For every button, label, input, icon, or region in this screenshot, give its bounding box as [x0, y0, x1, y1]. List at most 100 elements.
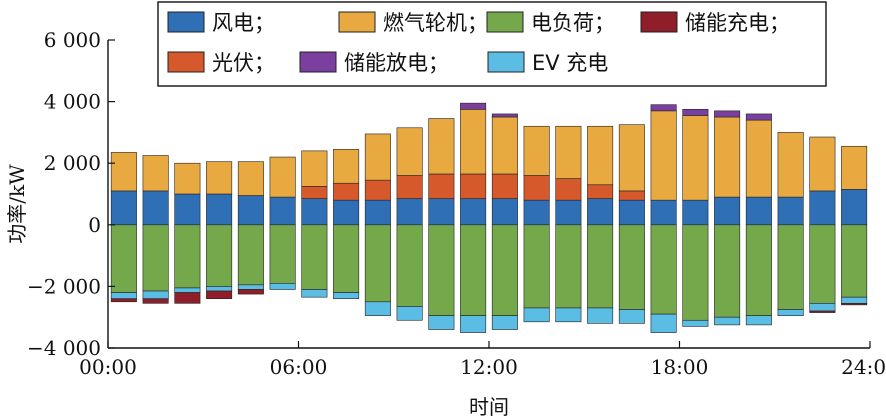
legend-label: 风电； — [212, 11, 275, 35]
legend-swatch — [167, 51, 205, 73]
bar-segment — [682, 109, 709, 116]
bar-segment — [174, 162, 201, 195]
bar-segment — [237, 289, 264, 295]
bar-segment — [142, 155, 169, 192]
bar-segment — [460, 315, 487, 333]
bar-segment — [587, 184, 614, 199]
bar-segment — [333, 199, 360, 226]
y-tick-label: −2 000 — [27, 274, 101, 298]
y-tick-label: −4 000 — [27, 336, 101, 360]
bar-segment — [714, 316, 741, 326]
y-tick-label: 2 000 — [44, 151, 101, 175]
bar-segment — [333, 292, 360, 300]
bar-segment — [841, 296, 868, 304]
bar-segment — [650, 110, 677, 201]
bar-segment — [841, 189, 868, 226]
bar-segment — [460, 224, 487, 316]
bar-segment — [174, 292, 201, 304]
bar-segment — [523, 175, 550, 201]
bar-segment — [142, 224, 169, 292]
bar-segment — [841, 224, 868, 298]
bar-segment — [809, 224, 836, 304]
bar-segment — [396, 127, 423, 176]
bar-segment — [396, 306, 423, 321]
bar-segment — [523, 125, 550, 176]
x-tick-label: 24:00 — [841, 355, 886, 379]
bar-segment — [555, 199, 582, 226]
bar-segment — [301, 150, 328, 187]
legend-label: 燃气轮机； — [383, 11, 488, 35]
y-tick-label: 0 — [88, 213, 101, 237]
bar-segment — [110, 152, 137, 192]
bar-segment — [301, 198, 328, 226]
bar-segment — [587, 307, 614, 324]
bar-segment — [301, 186, 328, 199]
bar-segment — [682, 199, 709, 226]
bar-segment — [555, 224, 582, 309]
bar-segment — [174, 193, 201, 226]
bar-segment — [745, 119, 772, 198]
bar-segment — [809, 303, 836, 312]
bar-segment — [110, 298, 137, 303]
bar-segment — [555, 307, 582, 323]
bar-segment — [269, 156, 296, 198]
bar-segment — [364, 199, 391, 226]
bar-segment — [460, 173, 487, 199]
y-axis-title: 功率/kW — [5, 164, 29, 244]
bar-segment — [650, 104, 677, 112]
bar-segment — [745, 315, 772, 326]
bar-segment — [301, 289, 328, 298]
bar-segment — [460, 109, 487, 175]
bar-segment — [714, 224, 741, 318]
bar-segment — [460, 102, 487, 110]
bar-segment — [206, 224, 233, 287]
bar-segment — [745, 224, 772, 316]
bar-segment — [809, 190, 836, 226]
legend-label: 储能放电； — [344, 51, 449, 75]
bar-segment — [428, 173, 455, 199]
bar-segment — [428, 198, 455, 226]
bar-segment — [301, 224, 328, 290]
bar-segment — [809, 136, 836, 192]
bar-segment — [714, 196, 741, 226]
legend-swatch — [299, 51, 337, 73]
x-tick-label: 18:00 — [651, 355, 709, 379]
bar-segment — [618, 124, 645, 192]
bar-segment — [110, 292, 137, 300]
axes-layer: −4 000 −2 000 0 2 000 4 000 6 000 00:00 06:00 12… — [5, 28, 886, 419]
bar-segment — [364, 133, 391, 181]
legend-swatch — [338, 11, 376, 33]
bar-segment — [142, 298, 169, 304]
bars-layer — [110, 102, 868, 333]
bar-segment — [523, 224, 550, 309]
bar-segment — [142, 190, 169, 226]
y-tick-label: 4 000 — [44, 90, 101, 114]
bar-segment — [269, 224, 296, 284]
bar-segment — [396, 198, 423, 226]
bar-segment — [587, 125, 614, 186]
bar-segment — [587, 198, 614, 226]
bar-segment — [491, 198, 518, 226]
bar-segment — [237, 284, 264, 290]
bar-segment — [650, 313, 677, 333]
bar-segment — [333, 182, 360, 201]
bar-segment — [523, 199, 550, 226]
bar-segment — [682, 224, 709, 321]
bar-segment — [587, 224, 614, 309]
bar-segment — [777, 196, 804, 226]
x-tick-label: 00:00 — [79, 355, 137, 379]
bar-segment — [491, 315, 518, 330]
bar-segment — [142, 290, 169, 300]
bar-segment — [237, 161, 264, 196]
bar-segment — [809, 310, 836, 313]
bar-segment — [714, 110, 741, 118]
bar-segment — [396, 224, 423, 307]
legend-label: 电负荷； — [531, 11, 615, 35]
bar-segment — [777, 132, 804, 198]
bar-segment — [745, 113, 772, 121]
x-tick-label: 12:00 — [460, 355, 518, 379]
y-tick-label: 6 000 — [44, 28, 101, 52]
bar-segment — [206, 290, 233, 300]
bar-segment — [491, 113, 518, 118]
